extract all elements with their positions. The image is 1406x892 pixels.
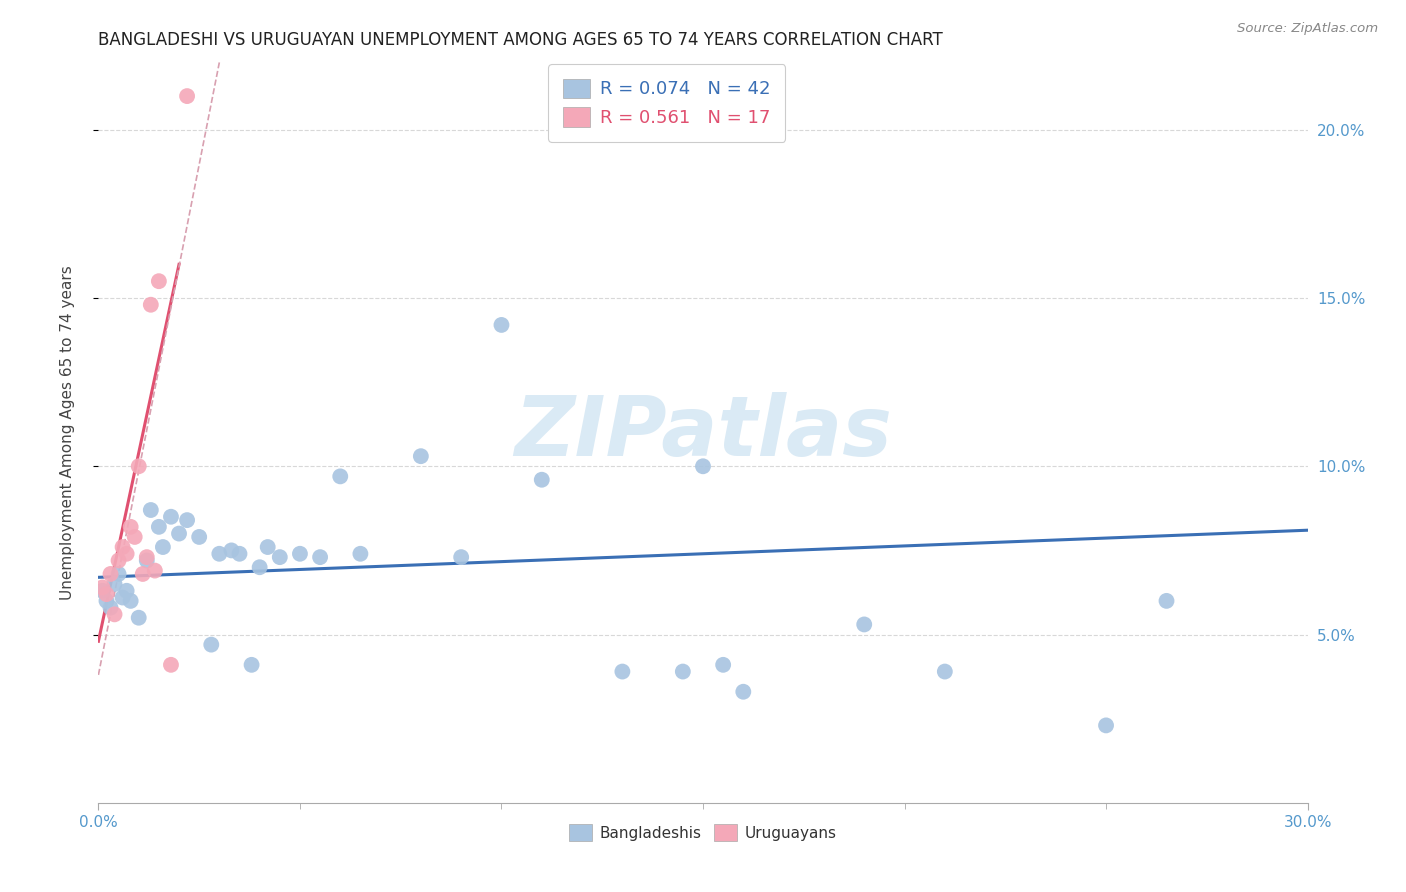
Point <box>1156 594 1178 608</box>
Point <box>132 566 155 581</box>
Point <box>530 473 553 487</box>
Point <box>160 509 183 524</box>
Point <box>135 550 157 565</box>
Point <box>91 583 114 598</box>
Point <box>100 566 122 581</box>
Point <box>672 665 695 679</box>
Point <box>733 685 755 699</box>
Point <box>288 547 311 561</box>
Point <box>128 610 150 624</box>
Point <box>329 469 352 483</box>
Point <box>256 540 278 554</box>
Point <box>1095 718 1118 732</box>
Point <box>148 520 170 534</box>
Point <box>409 449 432 463</box>
Point <box>176 513 198 527</box>
Point <box>200 638 222 652</box>
Point <box>188 530 211 544</box>
Point <box>96 587 118 601</box>
Point <box>103 577 125 591</box>
Text: BANGLADESHI VS URUGUAYAN UNEMPLOYMENT AMONG AGES 65 TO 74 YEARS CORRELATION CHAR: BANGLADESHI VS URUGUAYAN UNEMPLOYMENT AM… <box>98 31 943 49</box>
Point <box>853 617 876 632</box>
Point <box>711 657 734 672</box>
Point <box>128 459 150 474</box>
Point <box>143 564 166 578</box>
Point <box>135 553 157 567</box>
Point <box>269 550 291 565</box>
Point <box>111 540 134 554</box>
Point <box>124 530 146 544</box>
Text: ZIPatlas: ZIPatlas <box>515 392 891 473</box>
Point <box>120 594 142 608</box>
Point <box>152 540 174 554</box>
Point <box>228 547 250 561</box>
Y-axis label: Unemployment Among Ages 65 to 74 years: Unemployment Among Ages 65 to 74 years <box>60 265 75 600</box>
Point <box>208 547 231 561</box>
Point <box>491 318 513 332</box>
Point <box>91 581 114 595</box>
Legend: Bangladeshis, Uruguayans: Bangladeshis, Uruguayans <box>564 818 842 847</box>
Point <box>692 459 714 474</box>
Point <box>176 89 198 103</box>
Point <box>139 503 162 517</box>
Point <box>148 274 170 288</box>
Point <box>221 543 243 558</box>
Point <box>107 553 129 567</box>
Point <box>349 547 371 561</box>
Point <box>167 526 190 541</box>
Point <box>309 550 332 565</box>
Point <box>96 594 118 608</box>
Point <box>612 665 634 679</box>
Point <box>120 520 142 534</box>
Point <box>103 607 125 622</box>
Point <box>111 591 134 605</box>
Point <box>934 665 956 679</box>
Point <box>240 657 263 672</box>
Point <box>100 600 122 615</box>
Point <box>107 566 129 581</box>
Point <box>160 657 183 672</box>
Point <box>249 560 271 574</box>
Point <box>115 583 138 598</box>
Point <box>450 550 472 565</box>
Text: Source: ZipAtlas.com: Source: ZipAtlas.com <box>1237 22 1378 36</box>
Point <box>139 298 162 312</box>
Point <box>115 547 138 561</box>
